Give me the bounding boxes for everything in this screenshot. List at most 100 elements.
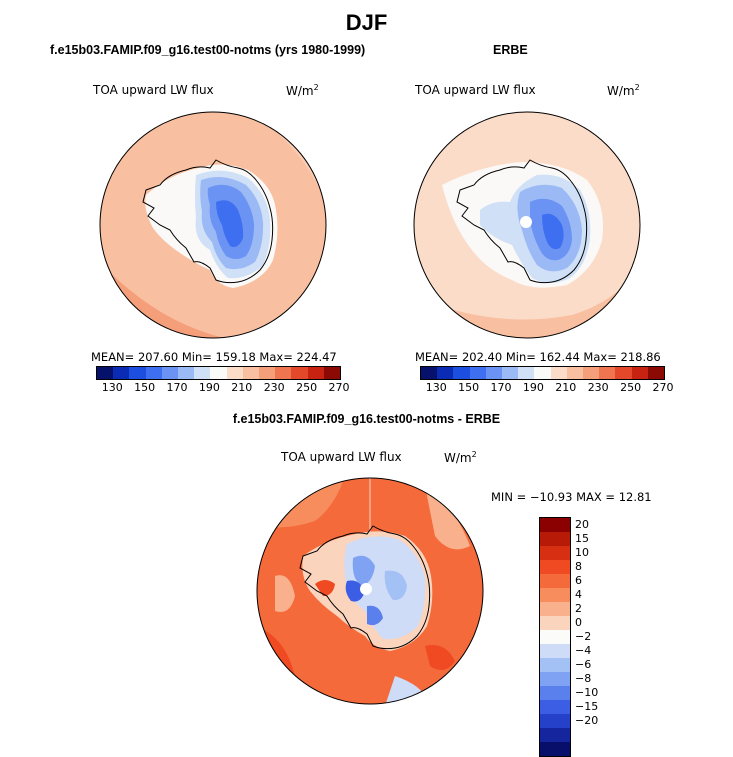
colorbar-tick-label: 8 bbox=[575, 560, 582, 573]
colorbar-swatch bbox=[210, 367, 227, 379]
colorbar-tick-label: 230 bbox=[263, 381, 285, 394]
colorbar-swatch bbox=[540, 742, 570, 756]
colorbar-tick-label: 230 bbox=[587, 381, 609, 394]
colorbar-swatch bbox=[540, 658, 570, 672]
colorbar-tick-label: 10 bbox=[575, 546, 589, 559]
panel-diff-colorbar bbox=[539, 517, 571, 757]
colorbar-tick-label: 190 bbox=[198, 381, 220, 394]
colorbar-swatch bbox=[540, 686, 570, 700]
colorbar-swatch bbox=[550, 367, 567, 379]
colorbar-tick-label: 170 bbox=[166, 381, 188, 394]
colorbar-swatch bbox=[469, 367, 486, 379]
colorbar-swatch bbox=[540, 714, 570, 728]
panel-obs-stats: MEAN= 202.40 Min= 162.44 Max= 218.86 bbox=[415, 350, 661, 364]
panel-model-colorbar-ticks: 130 150 170 190 210 230 250 270 bbox=[96, 381, 350, 395]
colorbar-swatch bbox=[540, 700, 570, 714]
colorbar-swatch bbox=[631, 367, 648, 379]
colorbar-tick-label: 210 bbox=[231, 381, 253, 394]
colorbar-swatch bbox=[323, 367, 341, 379]
colorbar-swatch bbox=[97, 367, 114, 379]
colorbar-tick-label: 270 bbox=[328, 381, 350, 394]
panel-diff-units: W/m2 bbox=[444, 450, 477, 465]
colorbar-tick-label: 20 bbox=[575, 518, 589, 531]
colorbar-swatch bbox=[540, 518, 570, 532]
colorbar-tick-label: 15 bbox=[575, 532, 589, 545]
colorbar-swatch bbox=[291, 367, 308, 379]
colorbar-swatch bbox=[275, 367, 292, 379]
colorbar-swatch bbox=[307, 367, 324, 379]
colorbar-swatch bbox=[540, 616, 570, 630]
panel-obs-colorbar bbox=[420, 366, 665, 380]
colorbar-tick-label: 210 bbox=[555, 381, 577, 394]
panel-model-units: W/m2 bbox=[286, 83, 319, 98]
colorbar-tick-label: 250 bbox=[296, 381, 318, 394]
colorbar-tick-label: 170 bbox=[490, 381, 512, 394]
colorbar-swatch bbox=[502, 367, 519, 379]
colorbar-tick-label: 150 bbox=[134, 381, 156, 394]
colorbar-tick-label: −2 bbox=[575, 630, 592, 643]
colorbar-swatch bbox=[583, 367, 600, 379]
colorbar-swatch bbox=[540, 630, 570, 644]
panel-model-polar-map bbox=[99, 111, 327, 339]
colorbar-tick-label: 6 bbox=[575, 574, 582, 587]
colorbar-tick-label: 150 bbox=[458, 381, 480, 394]
panel-diff-polar-map bbox=[256, 477, 484, 705]
panel-model-variable: TOA upward LW flux bbox=[93, 83, 214, 97]
colorbar-swatch bbox=[540, 728, 570, 742]
colorbar-tick-label: 4 bbox=[575, 588, 582, 601]
colorbar-swatch bbox=[145, 367, 162, 379]
colorbar-tick-label: 0 bbox=[575, 616, 582, 629]
colorbar-swatch bbox=[129, 367, 146, 379]
colorbar-tick-label: 190 bbox=[522, 381, 544, 394]
colorbar-swatch bbox=[599, 367, 616, 379]
colorbar-swatch bbox=[178, 367, 195, 379]
colorbar-swatch bbox=[226, 367, 243, 379]
colorbar-tick-label: −6 bbox=[575, 658, 592, 671]
panel-diff-variable: TOA upward LW flux bbox=[281, 450, 402, 464]
colorbar-swatch bbox=[437, 367, 454, 379]
colorbar-tick-label: 270 bbox=[652, 381, 674, 394]
colorbar-swatch bbox=[161, 367, 179, 379]
panel-obs-polar-map bbox=[413, 111, 641, 339]
panel-diff-title: f.e15b03.FAMIP.f09_g16.test00-notms - ER… bbox=[232, 412, 501, 426]
colorbar-swatch bbox=[113, 367, 130, 379]
colorbar-swatch bbox=[615, 367, 632, 379]
colorbar-swatch bbox=[540, 672, 570, 686]
colorbar-swatch bbox=[647, 367, 665, 379]
colorbar-swatch bbox=[540, 588, 570, 602]
panel-model-title: f.e15b03.FAMIP.f09_g16.test00-notms (yrs… bbox=[50, 43, 366, 57]
colorbar-tick-label: −10 bbox=[575, 686, 599, 699]
panel-obs-title: ERBE bbox=[493, 43, 528, 57]
colorbar-swatch bbox=[540, 560, 570, 574]
colorbar-tick-label: 130 bbox=[425, 381, 447, 394]
colorbar-swatch bbox=[540, 546, 570, 560]
colorbar-swatch bbox=[242, 367, 260, 379]
colorbar-tick-label: −8 bbox=[575, 672, 592, 685]
colorbar-swatch bbox=[453, 367, 470, 379]
colorbar-swatch bbox=[534, 367, 551, 379]
colorbar-tick-label: 2 bbox=[575, 602, 582, 615]
colorbar-tick-label: −15 bbox=[575, 700, 599, 713]
colorbar-swatch bbox=[194, 367, 211, 379]
colorbar-swatch bbox=[259, 367, 276, 379]
colorbar-swatch bbox=[540, 644, 570, 658]
colorbar-tick-label: −4 bbox=[575, 644, 592, 657]
colorbar-swatch bbox=[540, 602, 570, 616]
colorbar-tick-label: 130 bbox=[101, 381, 123, 394]
colorbar-tick-label: 250 bbox=[620, 381, 642, 394]
colorbar-swatch bbox=[518, 367, 535, 379]
panel-obs-variable: TOA upward LW flux bbox=[415, 83, 536, 97]
colorbar-swatch bbox=[566, 367, 584, 379]
colorbar-tick-label: −20 bbox=[575, 714, 599, 727]
figure-title: DJF bbox=[345, 10, 388, 35]
panel-diff-stats: MIN = −10.93 MAX = 12.81 bbox=[491, 490, 652, 504]
colorbar-swatch bbox=[485, 367, 503, 379]
panel-model-stats: MEAN= 207.60 Min= 159.18 Max= 224.47 bbox=[91, 350, 337, 364]
panel-obs-units: W/m2 bbox=[607, 83, 640, 98]
panel-obs-colorbar-ticks: 130 150 170 190 210 230 250 270 bbox=[420, 381, 674, 395]
colorbar-swatch bbox=[421, 367, 438, 379]
panel-model-colorbar bbox=[96, 366, 341, 380]
colorbar-swatch bbox=[540, 574, 570, 588]
panel-diff-colorbar-ticks: 20 15 10 8 6 4 2 0 −2 −4 −6 −8 −10 −15 −20 bbox=[575, 517, 615, 757]
colorbar-swatch bbox=[540, 532, 570, 546]
